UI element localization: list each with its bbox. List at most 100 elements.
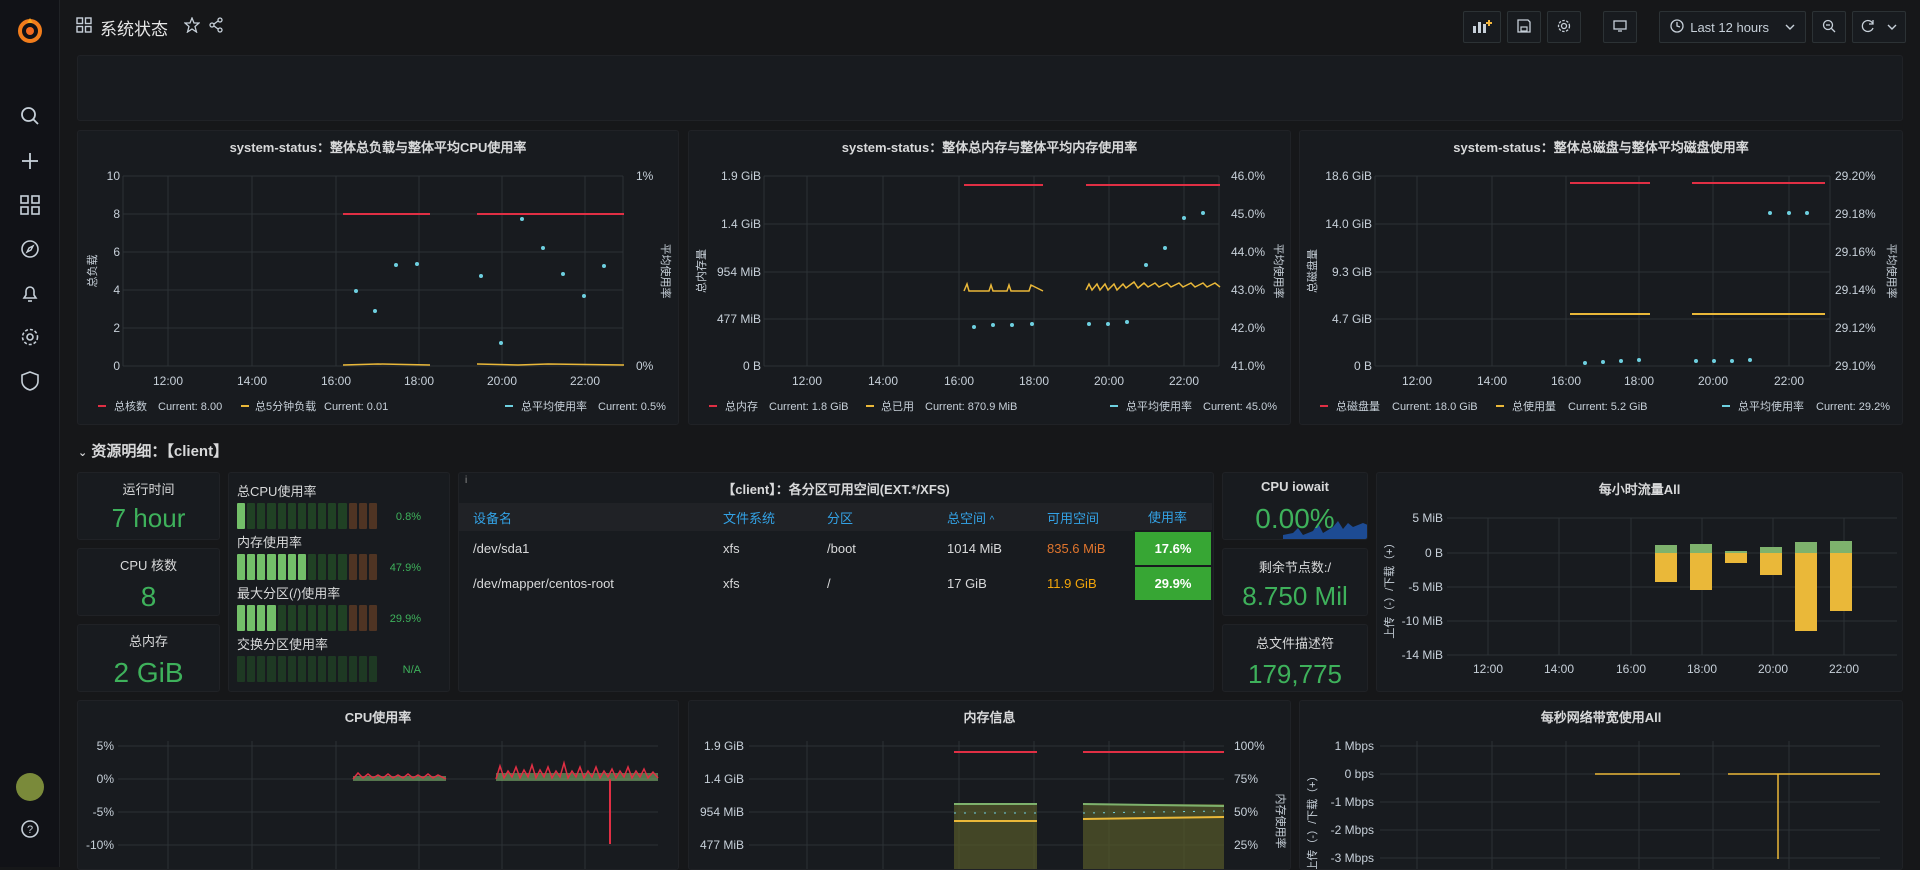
column-header[interactable]: 可用空间 (1033, 503, 1134, 531)
usage-bargauge-panel[interactable]: 总CPU使用率 0.8% 内存使用率 47.9% 最大分区(/)使用率 29.9% 交换分区… (228, 472, 450, 692)
cpu-load-chart[interactable]: 10 8 6 4 2 0 1% 0% 12:00 14:00 16:00 18:… (78, 131, 679, 425)
table-cell: 29.9% (1133, 565, 1213, 602)
refresh-button[interactable] (1852, 11, 1906, 43)
x-tick: 18:00 (404, 374, 434, 388)
legend-current: Current: 45.0% (1203, 401, 1277, 413)
time-range-label: Last 12 hours (1690, 19, 1769, 35)
panel-title[interactable]: CPU使用率 (344, 710, 412, 725)
bargauge-cell (348, 554, 357, 580)
cpu-load-panel: system-status：整体总负载与整体平均CPU使用率 10 8 6 4 … (77, 130, 679, 425)
cpu-iowait-stat-panel[interactable]: CPU iowait 0.00% (1222, 472, 1368, 540)
bargauge-cell (358, 656, 367, 682)
panel-title[interactable]: 内存信息 (963, 710, 1016, 725)
bargauge-cell (257, 605, 266, 631)
star-icon[interactable] (183, 16, 201, 38)
table-cell: 11.9 GiB (1047, 576, 1097, 591)
user-avatar[interactable] (16, 773, 44, 801)
cpu-cores-stat-panel[interactable]: CPU 核数 8 (77, 548, 220, 616)
column-header[interactable]: 总空间 ^ (933, 503, 1033, 531)
table-row: /dev/mapper/centos-root xfs / 17 GiB 11.… (459, 565, 1213, 602)
y2-tick: 42.0% (1231, 321, 1265, 335)
partition-table: 设备名 文件系统 分区 总空间 ^ 可用空间 使用率 /dev/sda1 xfs… (459, 503, 1213, 602)
panel-title[interactable]: system-status：整体总磁盘与整体平均磁盘使用率 (1453, 140, 1749, 155)
memory-info-chart[interactable]: 1.9 GiB 1.4 GiB 954 MiB 477 MiB 100% 75%… (689, 701, 1291, 870)
y-tick: 1.9 GiB (721, 169, 761, 183)
fd-stat-panel[interactable]: 总文件描述符 179,775 (1222, 624, 1368, 692)
network-bandwidth-chart[interactable]: 1 Mbps 0 bps -1 Mbps -2 Mbps -3 Mbps 上传（… (1300, 701, 1903, 870)
y-tick: -5% (93, 805, 115, 819)
column-header[interactable]: 文件系统 (709, 503, 813, 531)
x-tick: 12:00 (1473, 662, 1503, 676)
legend-item: 总平均使用率 (521, 399, 587, 413)
bargauge-cell (237, 656, 246, 682)
info-icon[interactable]: i (465, 475, 468, 486)
cpu-usage-chart[interactable]: 5% 0% -5% -10% (78, 701, 679, 870)
total-mem-stat-panel[interactable]: 总内存 2 GiB (77, 624, 220, 692)
partition-table-panel[interactable]: i 【client】：各分区可用空间(EXT.*/XFS) 设备名 文件系统 分… (458, 472, 1214, 692)
stat-value: 7 hour (111, 503, 186, 533)
hourly-traffic-chart[interactable]: 5 MiB 0 B -5 MiB -10 MiB -14 MiB 12:00 1… (1377, 473, 1903, 692)
dashboard-grid-icon (76, 17, 92, 38)
row-header[interactable]: ⌄ 资源明细：【client】 (78, 440, 228, 461)
chevron-down-icon (1887, 20, 1897, 35)
stat-title: 运行时间 (122, 482, 175, 497)
panel-title[interactable]: system-status：整体总内存与整体平均内存使用率 (841, 140, 1138, 155)
table-cell: xfs (723, 576, 740, 591)
dashboard-title[interactable]: 系统状态 (100, 20, 168, 39)
time-range-picker[interactable]: Last 12 hours (1659, 11, 1806, 43)
memory-info-panel: 内存信息 1.9 GiB 1.4 GiB 954 MiB 477 MiB 100… (688, 700, 1291, 870)
column-header[interactable]: 使用率 (1134, 503, 1212, 531)
alerting-bell-icon[interactable] (18, 281, 42, 305)
y2-tick: 44.0% (1231, 245, 1265, 259)
search-icon[interactable] (18, 104, 42, 128)
clock-icon (1670, 18, 1684, 36)
help-icon[interactable]: ? (18, 817, 42, 841)
disk-chart[interactable]: 18.6 GiB 14.0 GiB 9.3 GiB 4.7 GiB 0 B 29… (1300, 131, 1903, 425)
dashboard-settings-button[interactable] (1547, 11, 1582, 43)
inodes-stat-panel[interactable]: 剩余节点数:/ 8.750 Mil (1222, 548, 1368, 616)
cpu-usage-series (495, 760, 659, 781)
bargauge-bar (237, 605, 377, 631)
y-tick: 0 B (743, 359, 761, 373)
dashboards-icon[interactable] (18, 193, 42, 217)
legend-current: Current: 5.2 GiB (1568, 401, 1647, 413)
view-mode-button[interactable] (1603, 11, 1638, 43)
bargauge-cell (368, 503, 377, 529)
memory-chart[interactable]: 1.9 GiB 1.4 GiB 954 MiB 477 MiB 0 B 46.0… (689, 131, 1291, 425)
column-header[interactable]: 分区 (813, 503, 933, 531)
settings-gear-icon[interactable] (18, 325, 42, 349)
x-tick: 18:00 (1019, 374, 1049, 388)
bargauge-cell (247, 605, 256, 631)
bargauge-cell (358, 605, 367, 631)
bargauge-cell (257, 503, 266, 529)
top-navbar: 系统状态 Last 12 hours (60, 0, 1920, 52)
x-tick: 18:00 (1687, 662, 1717, 676)
y-tick: 14.0 GiB (1325, 217, 1372, 231)
hourly-traffic-panel: 每小时流量All 5 MiB 0 B -5 MiB -10 MiB -14 Mi… (1376, 472, 1903, 692)
y-tick: -10% (86, 838, 114, 852)
panel-title: 【client】：各分区可用空间(EXT.*/XFS) (722, 482, 950, 497)
zoom-out-button[interactable] (1812, 11, 1846, 43)
x-tick: 20:00 (1698, 374, 1728, 388)
legend-current: Current: 1.8 GiB (769, 401, 848, 413)
column-header[interactable]: 设备名 (459, 503, 709, 531)
y2-tick: 29.20% (1835, 169, 1876, 183)
panel-title[interactable]: 每秒网络带宽使用All (1540, 710, 1662, 725)
legend-current: Current: 29.2% (1816, 401, 1890, 413)
add-panel-button[interactable] (1463, 11, 1502, 43)
uptime-stat-panel[interactable]: 运行时间 7 hour (77, 472, 220, 540)
grafana-logo-icon[interactable] (14, 14, 46, 46)
table-cell: 1014 MiB (947, 541, 1002, 556)
x-tick: 14:00 (237, 374, 267, 388)
stat-title: 剩余节点数:/ (1258, 560, 1332, 575)
explore-compass-icon[interactable] (18, 237, 42, 261)
share-icon[interactable] (208, 17, 224, 38)
panel-title[interactable]: 每小时流量All (1598, 482, 1681, 497)
stat-value: 2 GiB (113, 657, 184, 688)
save-dashboard-button[interactable] (1507, 11, 1542, 43)
y-tick: 2 (113, 321, 120, 335)
panel-title[interactable]: system-status：整体总负载与整体平均CPU使用率 (229, 140, 527, 155)
shield-icon[interactable] (18, 369, 42, 393)
bargauge-cell (318, 605, 327, 631)
plus-icon[interactable] (18, 149, 42, 173)
